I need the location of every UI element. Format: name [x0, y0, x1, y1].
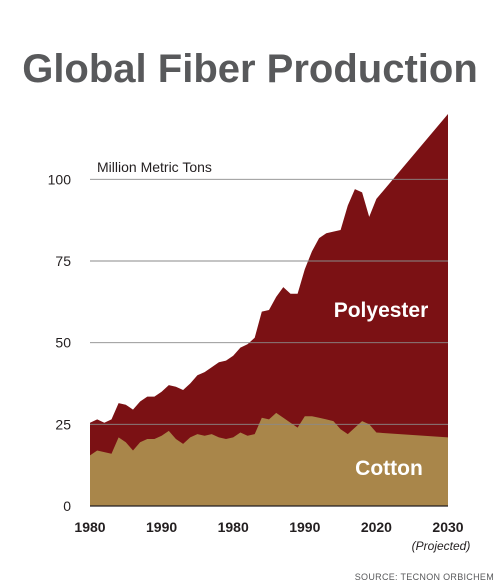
- cotton-label: Cotton: [355, 457, 423, 480]
- y-tick-25: 25: [55, 416, 71, 432]
- y-tick-0: 0: [63, 498, 71, 514]
- polyester-area: [90, 114, 448, 506]
- y-tick-100: 100: [48, 171, 72, 187]
- projected-annotation: (Projected): [412, 539, 471, 553]
- chart-title: Global Fiber Production: [22, 47, 478, 91]
- y-axis-ticks: 0 25 50 75 100: [48, 171, 72, 514]
- y-tick-75: 75: [55, 253, 71, 269]
- x-axis-ticks: 1980 1990 1980 1990 2020 2030: [74, 519, 463, 535]
- x-tick-2: 1980: [218, 519, 249, 535]
- x-tick-3: 1990: [289, 519, 320, 535]
- x-tick-4: 2020: [361, 519, 392, 535]
- polyester-label: Polyester: [334, 299, 429, 322]
- gridlines: [90, 178, 448, 425]
- cotton-area: [90, 412, 448, 506]
- y-tick-50: 50: [55, 335, 71, 351]
- source-note: SOURCE: TECNON ORBICHEM: [355, 572, 494, 582]
- plot-areas: [90, 114, 448, 506]
- y-axis-label: Million Metric Tons: [97, 159, 212, 175]
- x-tick-0: 1980: [74, 519, 105, 535]
- x-tick-5: 2030: [432, 519, 463, 535]
- x-tick-1: 1990: [146, 519, 177, 535]
